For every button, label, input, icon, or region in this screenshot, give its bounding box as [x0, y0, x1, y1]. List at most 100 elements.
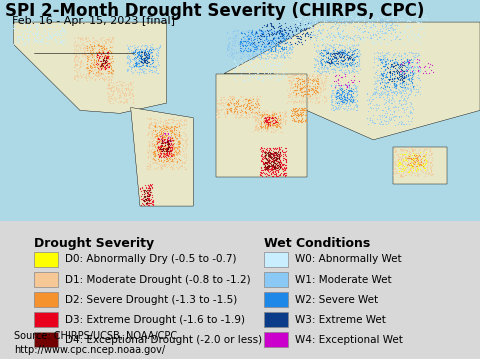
Point: [330, 47, 337, 53]
Point: [296, 117, 303, 122]
Point: [342, 33, 350, 39]
Point: [337, 82, 345, 88]
Point: [290, 23, 298, 29]
Point: [80, 50, 87, 56]
Point: [379, 22, 386, 27]
Point: [84, 54, 92, 60]
Point: [161, 126, 168, 132]
Point: [261, 32, 268, 38]
Point: [263, 171, 271, 177]
Point: [346, 106, 353, 112]
Point: [377, 77, 384, 83]
Point: [230, 108, 238, 114]
Point: [263, 165, 271, 171]
Point: [348, 88, 355, 94]
Point: [390, 34, 398, 40]
Point: [258, 153, 266, 159]
Point: [386, 74, 394, 80]
Point: [255, 28, 263, 34]
Point: [262, 47, 270, 53]
Point: [384, 25, 392, 31]
Point: [133, 61, 141, 67]
Point: [333, 93, 341, 98]
Point: [273, 150, 280, 156]
Point: [130, 48, 137, 54]
Point: [146, 153, 154, 158]
Point: [346, 99, 353, 104]
Point: [240, 93, 247, 99]
Point: [253, 51, 261, 57]
Point: [151, 153, 159, 158]
Point: [393, 61, 401, 67]
Point: [245, 111, 253, 117]
Point: [217, 97, 225, 103]
Point: [157, 162, 165, 168]
Point: [388, 71, 396, 77]
Point: [166, 146, 174, 152]
Point: [251, 104, 259, 110]
Point: [322, 52, 330, 57]
Point: [394, 76, 401, 81]
Point: [302, 107, 310, 112]
Point: [145, 129, 153, 135]
Point: [404, 71, 412, 76]
Point: [400, 84, 408, 89]
Point: [399, 55, 407, 60]
Point: [332, 89, 340, 94]
Point: [104, 61, 111, 66]
Point: [274, 39, 282, 45]
Point: [351, 17, 359, 23]
Point: [295, 76, 302, 82]
Point: [26, 22, 34, 27]
Point: [338, 98, 346, 103]
Point: [147, 45, 155, 50]
Point: [304, 95, 312, 101]
Point: [258, 155, 265, 160]
Point: [279, 161, 287, 167]
Point: [380, 96, 387, 102]
Point: [244, 76, 252, 82]
Point: [327, 60, 335, 65]
Point: [101, 66, 109, 72]
Point: [240, 102, 248, 107]
Point: [97, 61, 105, 67]
Point: [323, 65, 331, 70]
Point: [53, 32, 60, 38]
Point: [154, 52, 162, 58]
Point: [70, 76, 77, 81]
Point: [282, 171, 290, 176]
Point: [52, 32, 60, 37]
Point: [300, 25, 308, 31]
Point: [269, 126, 277, 132]
Point: [252, 117, 260, 123]
Point: [405, 151, 412, 157]
Point: [118, 82, 125, 88]
Point: [381, 30, 388, 36]
Point: [332, 48, 340, 53]
Point: [234, 41, 241, 47]
Point: [260, 167, 267, 173]
Point: [396, 88, 404, 93]
Point: [258, 149, 266, 155]
Point: [397, 89, 405, 95]
Point: [228, 95, 236, 101]
Point: [385, 17, 393, 23]
Point: [273, 47, 281, 53]
Point: [403, 155, 411, 161]
Point: [108, 34, 116, 40]
Point: [294, 113, 302, 119]
Point: [164, 158, 172, 164]
Point: [390, 71, 398, 77]
Point: [81, 50, 88, 56]
Point: [263, 118, 271, 124]
Point: [22, 36, 30, 42]
Point: [173, 151, 181, 157]
Point: [400, 151, 408, 157]
Point: [281, 45, 288, 51]
Point: [90, 61, 97, 66]
Point: [272, 49, 280, 55]
Point: [396, 66, 404, 72]
Point: [375, 112, 383, 118]
Point: [163, 130, 171, 136]
Point: [322, 58, 330, 64]
